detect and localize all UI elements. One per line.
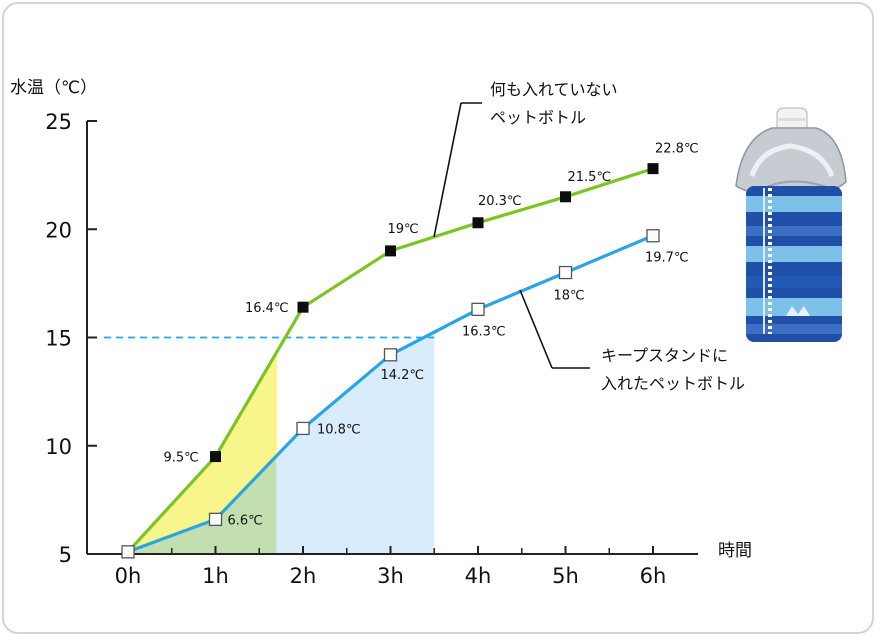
- series-2-point: [646, 229, 660, 243]
- x-tick-label: 3h: [377, 564, 404, 588]
- series-1-annotation-leader: [433, 102, 462, 238]
- y-axis-title: 水温（℃）: [10, 78, 97, 98]
- series-2-data-label: 10.8℃: [317, 422, 361, 437]
- series-2-annotation-leader: [519, 289, 553, 369]
- series-2-point: [208, 512, 223, 527]
- series-2-data-label: 14.2℃: [381, 368, 425, 383]
- series-2-data-label: 6.6℃: [228, 513, 263, 528]
- x-tick-label: 1h: [202, 564, 229, 588]
- series-1-data-label: 21.5℃: [568, 170, 612, 185]
- series-1-data-label: 20.3℃: [478, 194, 522, 209]
- series-1-point: [210, 451, 221, 463]
- start-point: [121, 545, 135, 559]
- keep-stand-bottle-photo: [735, 107, 847, 342]
- series-1-annotation-line-1: 何も入れていない: [490, 80, 618, 99]
- y-tick-label: 10: [45, 435, 72, 459]
- series-2-annotation-line-2: 入れたペットボトル: [601, 374, 745, 393]
- y-tick-label: 20: [45, 218, 72, 242]
- x-tick-label: 6h: [640, 564, 667, 588]
- series-1-annotation-line-2: ペットボトル: [490, 108, 586, 127]
- series-2-data-label: 19.7℃: [645, 251, 689, 266]
- x-axis-title: 時間: [718, 541, 752, 561]
- series-2-point: [296, 421, 310, 436]
- x-tick-label: 5h: [552, 564, 579, 588]
- shaded-region-overlap: [128, 455, 277, 554]
- series-2-point: [558, 265, 573, 280]
- y-tick-label: 25: [45, 110, 72, 134]
- series-1-data-label: 19℃: [388, 222, 419, 237]
- y-tick-label: 5: [59, 543, 72, 567]
- series-2-data-label: 18℃: [554, 289, 585, 304]
- shaded-region-uncovered: [128, 352, 277, 552]
- series-1-point: [385, 245, 396, 257]
- series-1-data-label: 22.8℃: [655, 142, 699, 157]
- series-2-annotation-line-1: キープスタンドに: [601, 346, 728, 365]
- series-1-point: [472, 217, 484, 229]
- shaded-region-keep-stand: [276, 332, 435, 554]
- series-1-point: [647, 163, 659, 175]
- series-1-point: [297, 301, 309, 313]
- series-1-point: [560, 191, 571, 203]
- series-2-point: [471, 302, 485, 317]
- x-tick-label: 4h: [465, 564, 492, 588]
- y-tick-label: 15: [45, 327, 72, 351]
- x-tick-label: 2h: [290, 564, 317, 588]
- series-2-data-label: 16.3℃: [462, 324, 506, 339]
- x-tick-label: 0h: [115, 564, 142, 588]
- series-2-point: [383, 348, 398, 362]
- series-1-data-label: 16.4℃: [245, 301, 289, 316]
- series-1-data-label: 9.5℃: [164, 451, 199, 466]
